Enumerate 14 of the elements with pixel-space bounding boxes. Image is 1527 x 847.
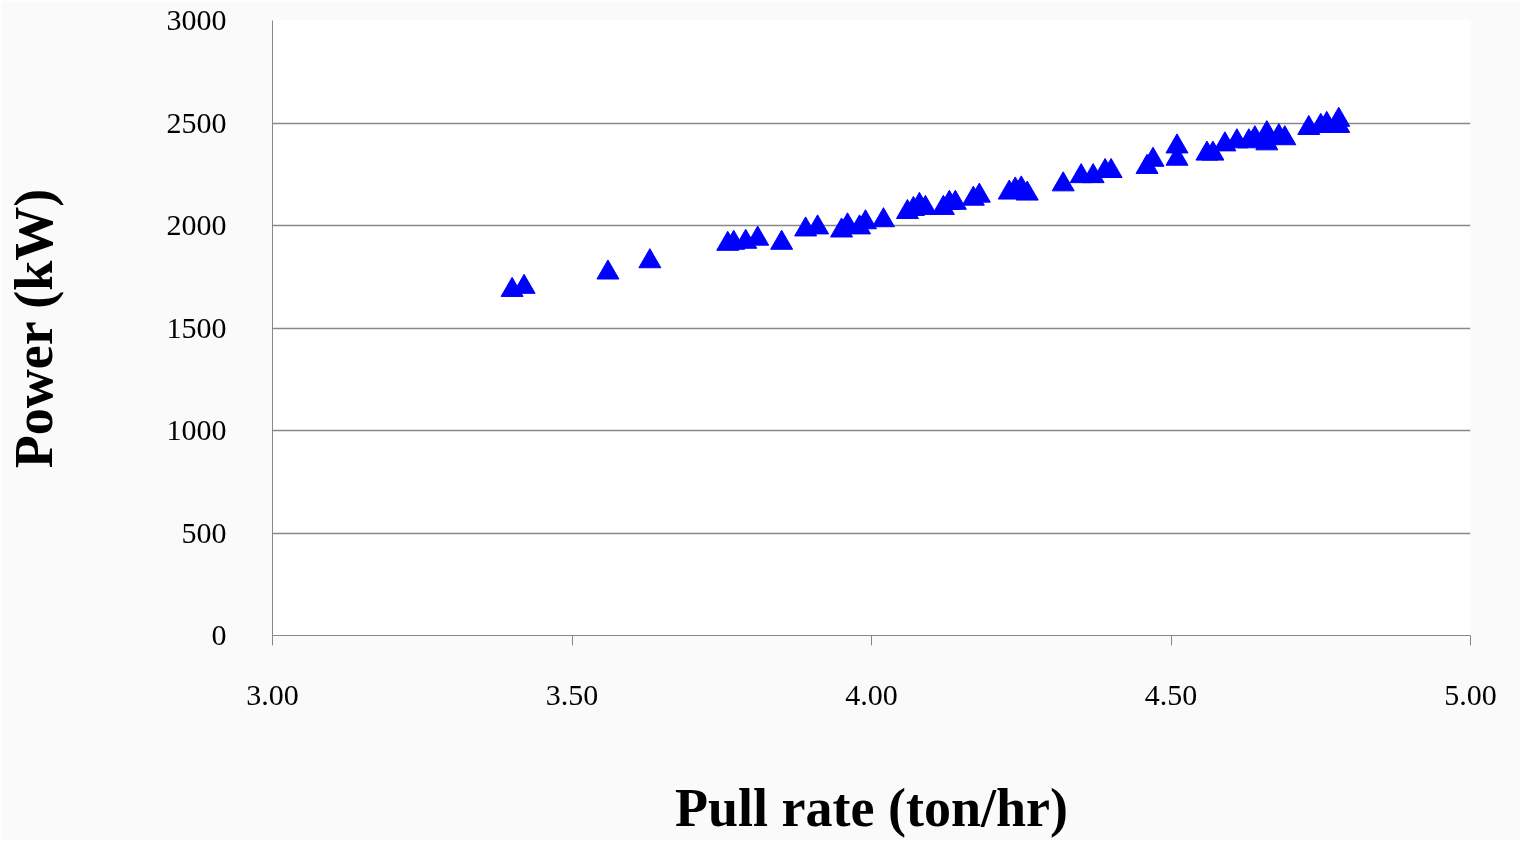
x-tick-label: 4.50 [1144,677,1198,711]
y-tick-label: 3000 [166,3,227,36]
x-tick-label: 3.00 [246,677,299,711]
y-tick-label: 1000 [166,413,227,446]
y-tick-label: 2000 [166,208,227,241]
x-tick-label: 4.00 [845,677,898,711]
x-tick-label: 3.50 [545,677,599,711]
y-axis-title: Power (kW) [3,188,64,469]
y-tick-label: 0 [211,618,227,651]
y-tick-label: 2500 [166,105,227,139]
y-tick-label: 500 [181,515,227,549]
x-tick-label: 5.00 [1444,677,1497,711]
y-tick-label: 1500 [166,310,227,344]
x-axis-title: Pull rate (ton/hr) [675,777,1068,838]
